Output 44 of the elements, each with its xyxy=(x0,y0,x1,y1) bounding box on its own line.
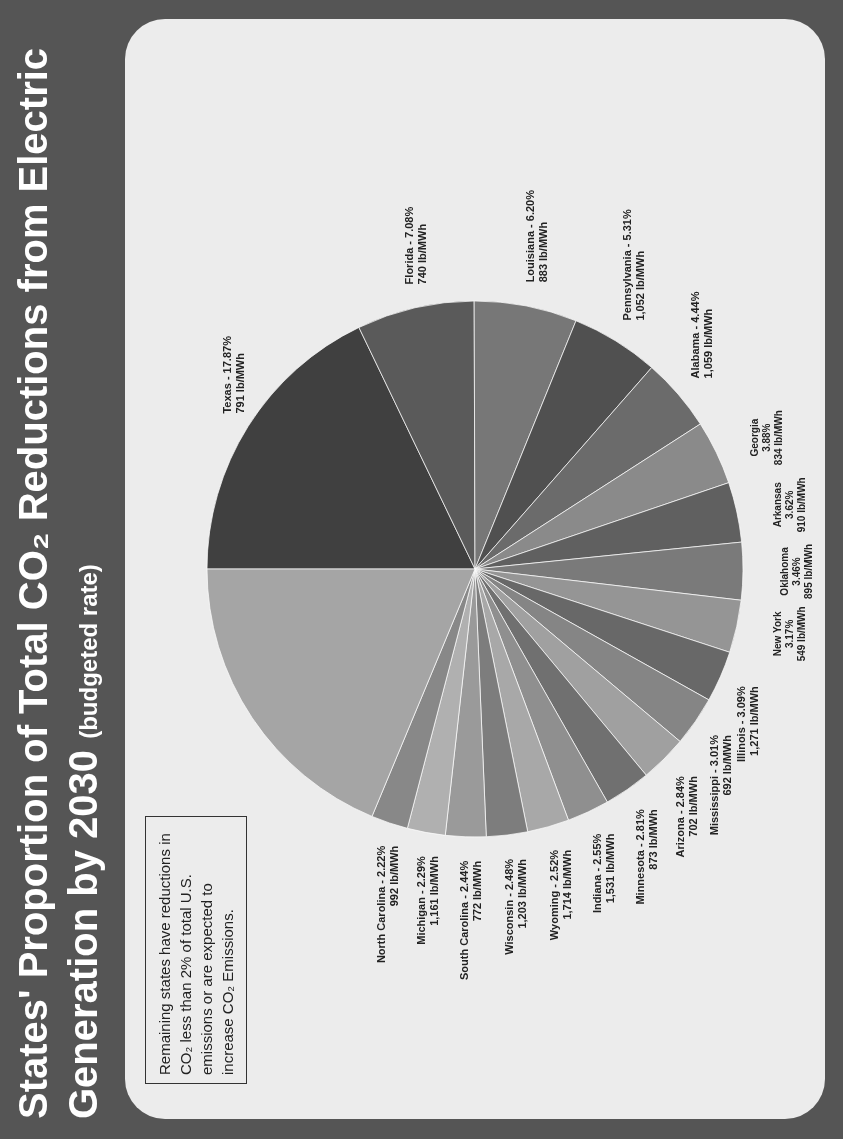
slice-label: Mississippi - 3.01% xyxy=(708,734,721,836)
text: 834 lb/MWh xyxy=(772,410,784,466)
text: 1,059 lb/MWh xyxy=(702,308,715,379)
text: 692 lb/MWh xyxy=(721,735,734,796)
text: 1,271 lb/MWh xyxy=(748,686,761,756)
slice-label: Minnesota - 2.81% xyxy=(634,808,647,905)
text: 1,531 lb/MWh xyxy=(604,833,617,904)
data-label: 3.17% xyxy=(783,619,795,649)
text: (budgeted rate) xyxy=(75,564,102,739)
text: 1,714 lb/MWh xyxy=(560,849,573,920)
data-label: 3.88% xyxy=(760,423,772,452)
slice-label: Indiana - 2.55% xyxy=(591,833,604,914)
data-label: 3.46% xyxy=(790,557,802,586)
slice-label: Illinois - 3.09% xyxy=(735,686,748,763)
data-label: 3.62% xyxy=(784,490,796,519)
text: 1,052 lb/MWh xyxy=(634,250,647,321)
text: 910 lb/MWh xyxy=(796,477,808,533)
text: 791 lb/MWh xyxy=(233,353,246,414)
slice-label: Arkansas xyxy=(772,481,784,528)
text: 772 lb/MWh xyxy=(470,860,483,922)
slice-label: Wyoming - 2.52% xyxy=(547,849,560,941)
slice-label: Texas - 17.87% xyxy=(220,335,233,414)
text: 1,203 lb/MWh xyxy=(515,858,528,929)
text: 992 lb/MWh xyxy=(387,845,400,907)
slice-label: North Carolina - 2.22% xyxy=(374,845,387,964)
slice-label: Alabama - 4.44% xyxy=(689,291,702,379)
slice-label: Pennsylvania - 5.31% xyxy=(621,209,634,321)
slice-label: Oklahoma xyxy=(778,546,790,596)
text: 895 lb/MWh xyxy=(802,543,814,599)
slice-label: Louisiana - 6.20% xyxy=(523,189,536,283)
text: Remaining states have reductions in CO₂ less than 2% of total U.S. emissions or are expected to increase CO₂ Emissions. xyxy=(145,816,247,1084)
slice-label: Arizona - 2.84% xyxy=(673,775,686,858)
slice-label: Wisconsin - 2.48% xyxy=(502,858,515,955)
slice-label: Georgia xyxy=(748,418,760,457)
slice-label: Florida - 7.08% xyxy=(402,206,415,285)
text: 873 lb/MWh xyxy=(647,809,660,870)
text: 883 lb/MWh xyxy=(536,221,549,283)
text: 740 lb/MWh xyxy=(415,223,428,285)
text: 1,161 lb/MWh xyxy=(427,856,440,926)
text: 549 lb/MWh xyxy=(795,606,807,662)
text: 702 lb/MWh xyxy=(686,776,699,837)
slice-label: New York xyxy=(771,611,783,657)
slice-label: Michigan - 2.29% xyxy=(414,855,427,945)
slice-label: South Carolina - 2.44% xyxy=(457,860,470,981)
